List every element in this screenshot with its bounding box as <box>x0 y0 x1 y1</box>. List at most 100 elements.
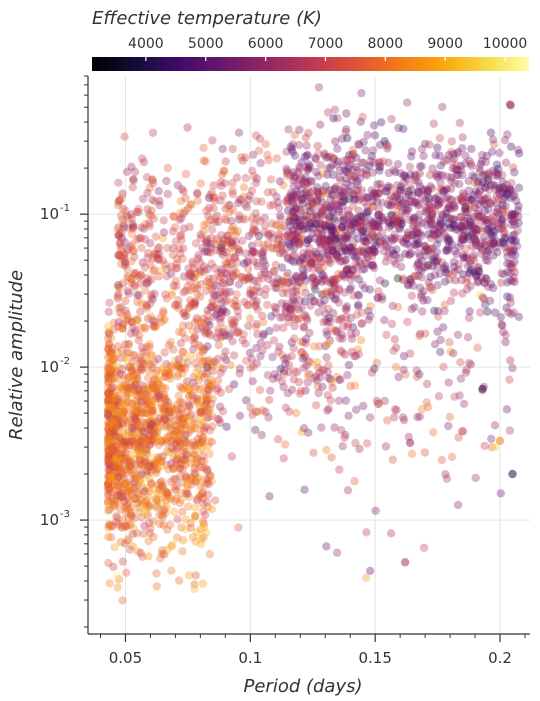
data-point <box>295 389 305 398</box>
data-point <box>253 330 262 339</box>
data-point <box>110 486 119 495</box>
data-point <box>185 296 195 305</box>
data-point <box>163 545 172 555</box>
data-point <box>313 228 322 238</box>
data-point <box>489 239 499 248</box>
data-point <box>104 411 114 420</box>
data-point <box>110 500 119 509</box>
data-point <box>109 397 118 406</box>
data-point <box>322 153 331 162</box>
data-point <box>288 251 297 261</box>
data-point <box>323 236 333 245</box>
data-point <box>191 269 200 278</box>
data-point <box>272 154 281 163</box>
data-point <box>284 360 294 370</box>
data-point <box>104 438 113 447</box>
data-point <box>407 304 416 314</box>
data-point <box>152 582 161 591</box>
data-point <box>173 533 182 542</box>
data-point <box>486 181 496 190</box>
data-point <box>338 257 348 266</box>
data-point <box>425 170 435 180</box>
data-point <box>441 246 451 255</box>
data-point <box>400 558 410 567</box>
data-point <box>121 306 130 315</box>
data-point <box>357 308 367 317</box>
data-point <box>191 368 200 378</box>
data-point <box>212 234 221 244</box>
data-point <box>495 148 504 158</box>
data-point <box>295 213 304 222</box>
data-point <box>479 214 488 223</box>
data-point <box>238 335 247 345</box>
data-point <box>103 409 113 418</box>
data-point <box>324 304 333 314</box>
data-point <box>164 340 174 350</box>
data-point <box>199 533 208 542</box>
data-point <box>293 228 302 238</box>
data-point <box>122 465 131 475</box>
data-point <box>119 219 128 228</box>
data-point <box>406 180 415 189</box>
data-point <box>241 153 250 162</box>
data-point <box>263 300 272 309</box>
data-point <box>382 330 391 339</box>
data-point <box>179 362 188 371</box>
data-point <box>439 186 448 196</box>
data-point <box>109 391 119 400</box>
data-point <box>455 221 464 231</box>
data-point <box>439 187 448 196</box>
data-point <box>137 323 146 333</box>
data-point <box>302 141 311 150</box>
data-point <box>284 317 293 327</box>
data-point <box>131 460 140 470</box>
data-point <box>478 245 487 254</box>
data-point <box>303 236 313 245</box>
data-point <box>134 451 144 460</box>
data-point <box>127 162 136 171</box>
data-point <box>217 308 226 317</box>
data-point <box>108 383 117 392</box>
data-point <box>253 238 263 248</box>
data-point <box>105 505 114 514</box>
data-point <box>104 445 114 455</box>
data-point <box>436 218 445 227</box>
data-point <box>509 163 518 172</box>
data-point <box>104 558 113 568</box>
data-point <box>291 271 301 281</box>
data-point <box>121 249 130 258</box>
data-point <box>221 297 230 307</box>
data-point <box>315 266 324 275</box>
data-point <box>133 402 143 411</box>
data-point <box>154 186 163 196</box>
data-point <box>479 232 489 242</box>
data-point <box>415 283 425 292</box>
data-point <box>418 307 427 316</box>
data-point <box>303 150 312 159</box>
data-point <box>228 222 238 231</box>
data-point <box>261 140 270 149</box>
data-point <box>108 427 118 437</box>
data-point <box>435 170 444 179</box>
data-point <box>104 489 113 499</box>
data-point <box>500 227 509 236</box>
data-point <box>224 235 233 244</box>
data-point <box>464 196 474 205</box>
colorbar-tick-label: 10000 <box>483 36 528 52</box>
data-point <box>265 492 274 501</box>
data-point <box>143 205 152 214</box>
data-point <box>458 170 467 180</box>
data-point <box>196 292 205 301</box>
data-point <box>145 183 155 192</box>
data-point <box>459 216 468 225</box>
data-point <box>413 412 422 422</box>
data-point <box>430 340 440 349</box>
data-point <box>296 277 305 287</box>
data-point <box>393 190 402 199</box>
data-point <box>426 272 435 281</box>
data-point <box>143 188 152 198</box>
data-point <box>508 277 517 286</box>
data-point <box>135 234 144 243</box>
data-point <box>113 420 123 430</box>
data-point <box>160 550 169 559</box>
